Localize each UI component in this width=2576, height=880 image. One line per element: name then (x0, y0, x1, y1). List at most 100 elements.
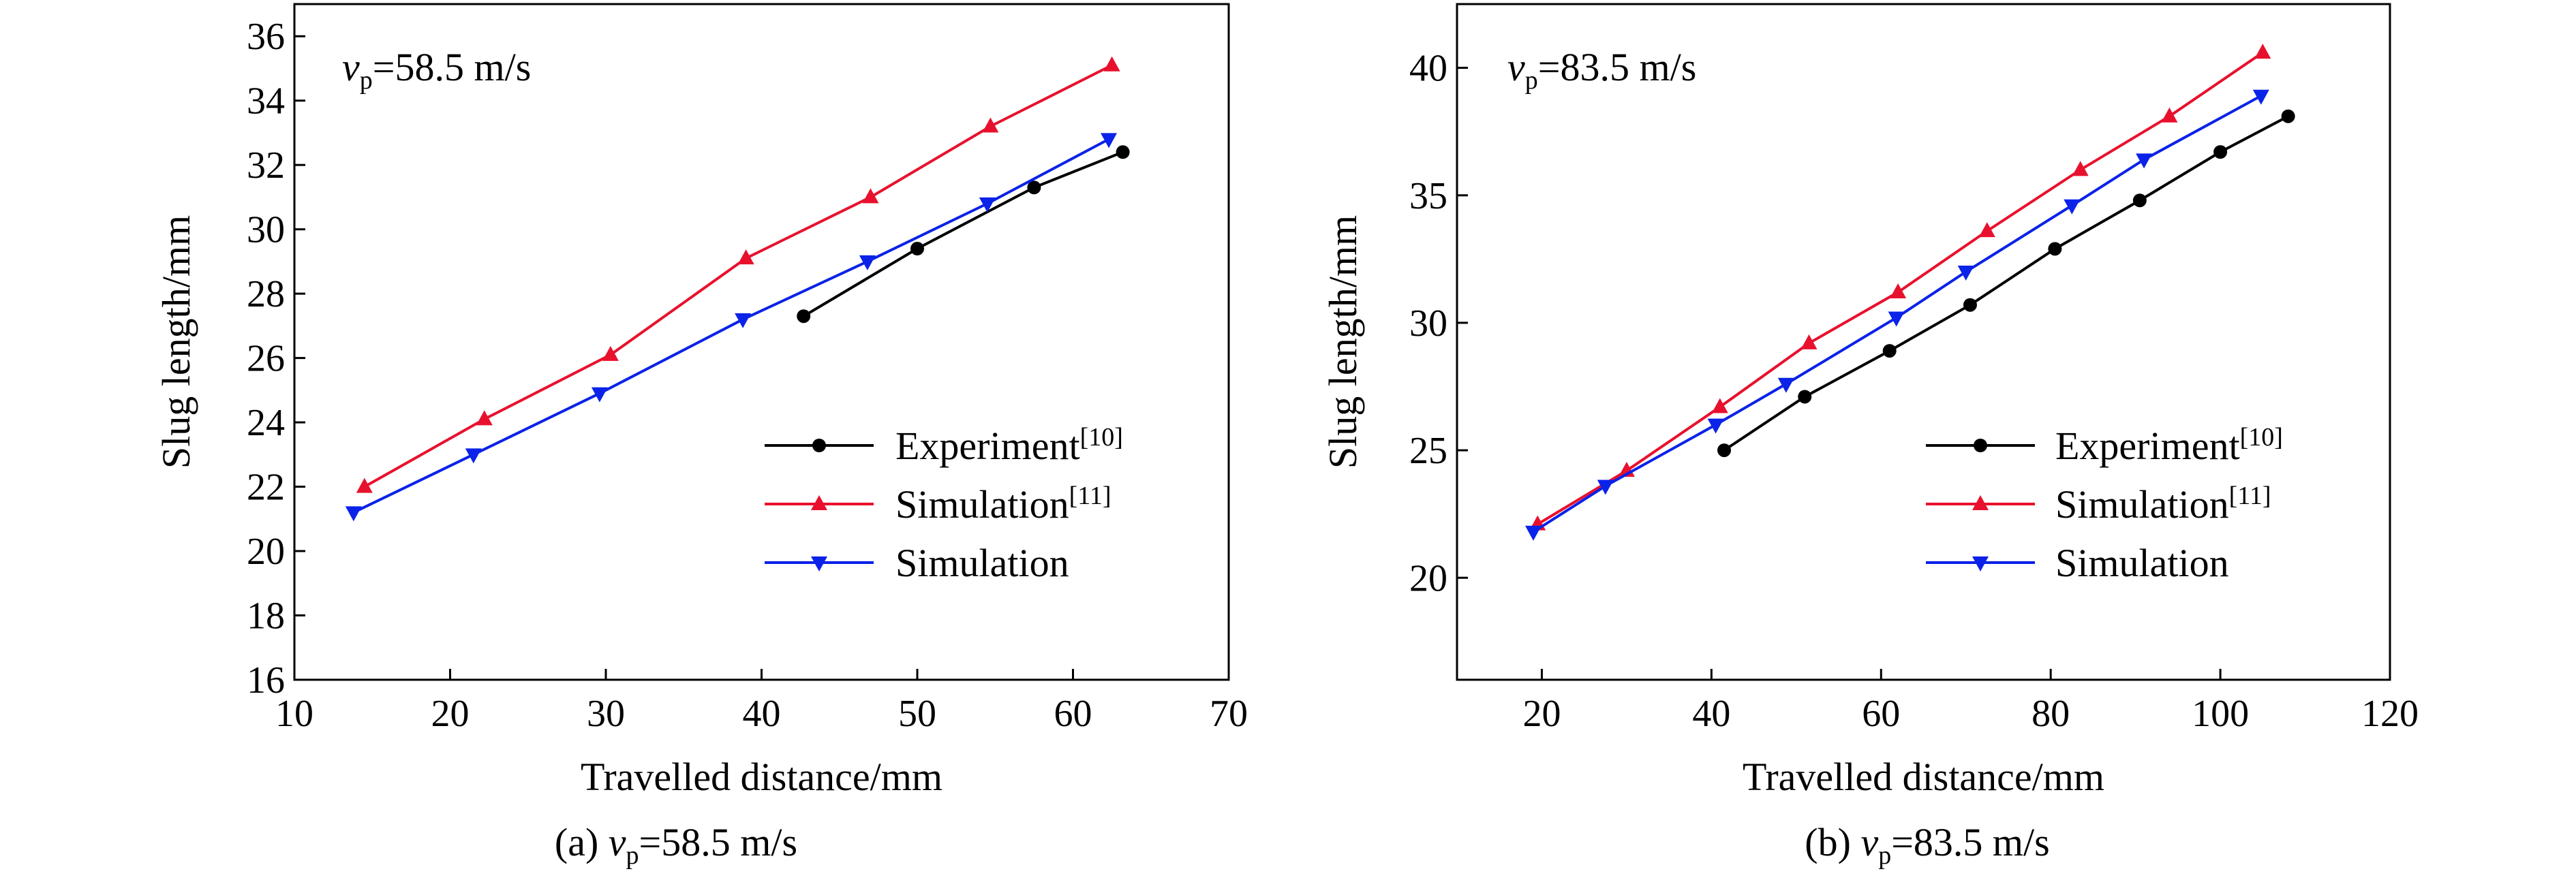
legend-label: Simulation (895, 541, 1069, 585)
legend-label: Experiment[10] (895, 423, 1123, 468)
legend-entry: Experiment[10] (765, 423, 1123, 468)
y-tick-label: 22 (247, 467, 285, 509)
caption-variable: v (609, 820, 626, 864)
data-point (1890, 283, 1907, 299)
caption-value: =58.5 m/s (639, 820, 798, 864)
data-point (1978, 222, 1995, 238)
x-tick-label: 30 (587, 693, 625, 735)
legend-marker (812, 439, 826, 452)
data-point (1963, 298, 1977, 312)
y-tick-label: 16 (247, 659, 285, 702)
data-point (1525, 525, 1542, 541)
data-point (2064, 199, 2081, 215)
annotation-variable: v (1507, 45, 1525, 89)
legend-marker (1972, 495, 1989, 510)
data-point (2132, 193, 2147, 208)
legend-series-name: Simulation (895, 541, 1069, 585)
legend-label: Experiment[10] (2055, 423, 2283, 468)
x-tick-label: 20 (1522, 693, 1561, 735)
x-tick-label: 60 (1862, 693, 1900, 735)
annotation-variable: v (342, 45, 360, 89)
data-point (2213, 145, 2228, 159)
legend-reference: [11] (1069, 482, 1111, 510)
chart-panel-b: 20 40 60 80 100 120 20 25 30 35 40 Travelled distan… (1321, 3, 2419, 870)
panel-caption: (a) vp=58.5 m/s (555, 820, 797, 870)
series-2 (1525, 89, 2269, 541)
chart-panel-a: 10 20 30 40 50 60 70 16 18 20 22 24 26 28 30 32 34 36 Trav… (154, 3, 1248, 870)
x-tick-label: 120 (2361, 693, 2419, 735)
x-axis-title: Travelled distance/mm (581, 755, 942, 799)
data-point (465, 448, 482, 464)
data-point (1800, 334, 1818, 349)
data-point (1777, 377, 1794, 393)
legend-marker (1972, 556, 1989, 571)
legend-reference: [10] (1080, 423, 1123, 452)
series-2 (345, 133, 1118, 522)
legend-series-name: Simulation (895, 482, 1069, 527)
data-point (2048, 242, 2062, 256)
data-point (1888, 311, 1905, 327)
y-tick-label: 25 (1409, 430, 1447, 472)
legend: Experiment[10]Simulation[11]Simulation (1926, 423, 2283, 585)
y-tick-label: 26 (247, 338, 285, 380)
x-tick-label: 50 (898, 693, 936, 735)
y-tick-label: 30 (247, 209, 285, 251)
series-line (803, 151, 1124, 317)
data-point (2072, 161, 2089, 176)
plot-frame (1456, 3, 2391, 681)
series-line (1723, 114, 2289, 452)
y-tick-label: 35 (1409, 175, 1447, 217)
legend-entry: Simulation[11] (765, 482, 1111, 527)
y-tick-label: 20 (247, 531, 285, 573)
data-point (2161, 107, 2178, 123)
series-1 (1529, 44, 2271, 531)
data-point (476, 410, 493, 426)
legend-label: Simulation[11] (895, 482, 1111, 527)
data-point (1103, 56, 1120, 72)
legend: Experiment[10]Simulation[11]Simulation (765, 423, 1123, 585)
x-tick-label: 10 (275, 693, 313, 735)
data-point (591, 387, 608, 403)
caption-variable: v (1860, 820, 1878, 864)
y-tick-label: 24 (247, 402, 285, 444)
legend-series-name: Simulation (2055, 541, 2229, 585)
data-point (2136, 153, 2153, 169)
x-tick-label: 70 (1210, 693, 1248, 735)
series-1 (356, 56, 1120, 493)
legend-reference: [10] (2240, 423, 2283, 452)
data-point (602, 345, 619, 361)
legend-reference: [11] (2229, 482, 2271, 510)
panel-caption: (b) vp=83.5 m/s (1805, 820, 2049, 870)
y-tick-label: 30 (1409, 302, 1447, 345)
data-point (1717, 443, 1732, 458)
velocity-annotation: vp=83.5 m/s (1507, 45, 1696, 95)
y-tick-label: 34 (247, 80, 285, 123)
caption-prefix: (b) (1805, 820, 1860, 864)
data-point (1027, 180, 1041, 195)
series-0 (797, 145, 1130, 324)
series-0 (1717, 109, 2295, 458)
plot-frame (293, 3, 1230, 681)
data-point (859, 255, 876, 270)
data-point (735, 313, 752, 328)
data-point (982, 117, 999, 133)
y-tick-label: 28 (247, 273, 285, 315)
x-tick-label: 20 (431, 693, 470, 735)
data-point (2254, 44, 2271, 59)
data-point (1957, 266, 1974, 281)
data-point (1597, 480, 1614, 495)
y-tick-label: 40 (1409, 48, 1447, 90)
x-tick-label: 80 (2031, 693, 2070, 735)
data-point (1882, 344, 1897, 358)
y-tick-label: 36 (247, 16, 285, 58)
data-point (1798, 390, 1812, 404)
data-point (2281, 109, 2295, 123)
legend-label: Simulation (2055, 541, 2229, 585)
data-point (1116, 145, 1130, 159)
legend-entry: Simulation (765, 541, 1069, 585)
legend-series-name: Experiment (895, 424, 1080, 468)
legend-series-name: Simulation (2055, 482, 2229, 527)
caption-value: =83.5 m/s (1891, 820, 2050, 864)
x-tick-label: 40 (743, 693, 781, 735)
